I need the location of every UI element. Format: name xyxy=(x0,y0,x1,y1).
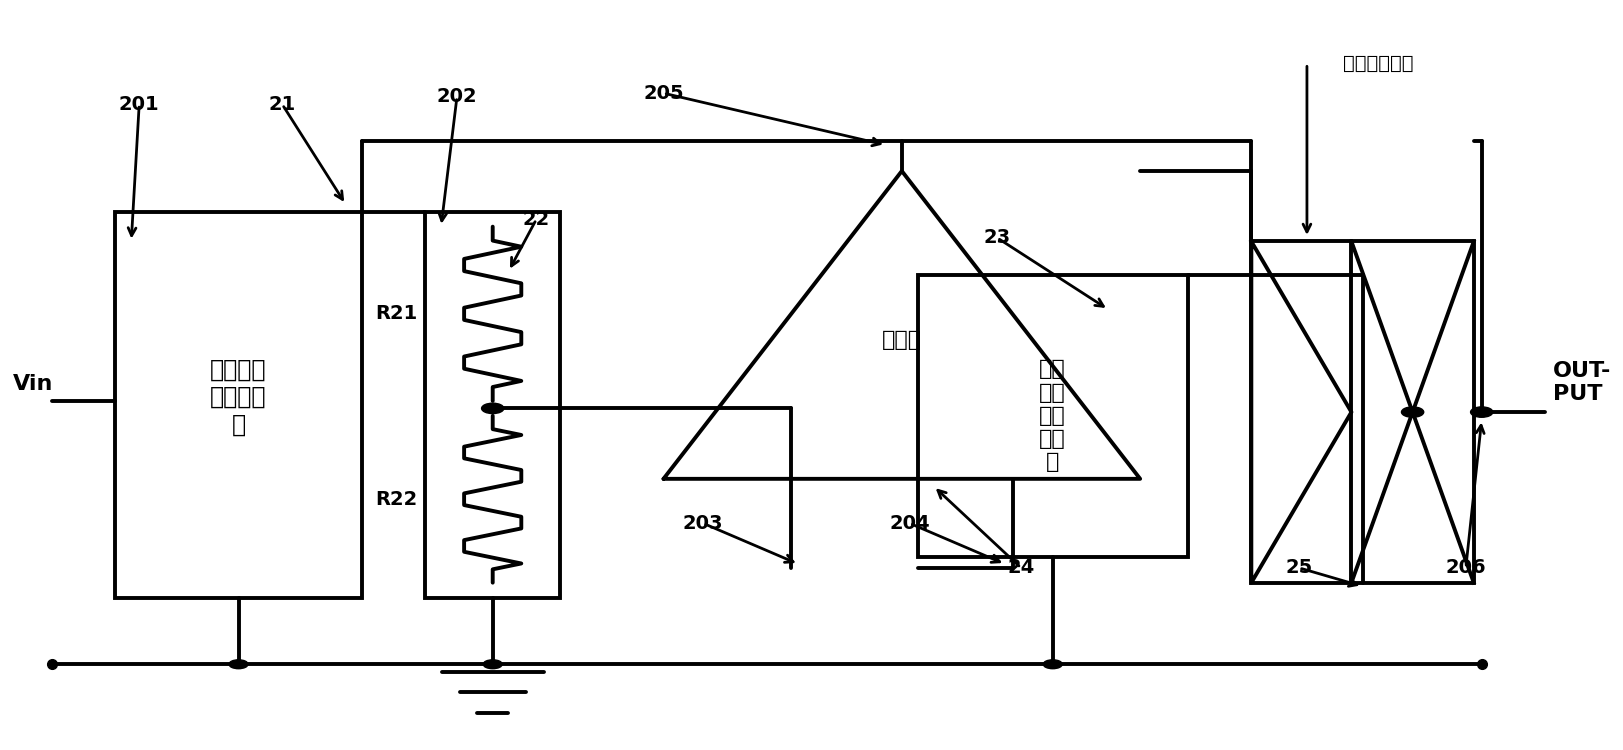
Circle shape xyxy=(482,404,503,413)
Text: 基准电压
输入缓冲
级: 基准电压 输入缓冲 级 xyxy=(209,358,266,437)
Circle shape xyxy=(229,660,248,669)
Text: 22: 22 xyxy=(523,210,550,229)
Text: Vin: Vin xyxy=(13,374,54,394)
Bar xyxy=(425,211,560,598)
Bar xyxy=(1251,242,1472,583)
Circle shape xyxy=(484,660,502,669)
Text: 比较器: 比较器 xyxy=(881,330,922,350)
Text: R22: R22 xyxy=(375,490,417,508)
Text: 负温
度系
数电
压支
路: 负温 度系 数电 压支 路 xyxy=(1039,359,1065,472)
Bar xyxy=(115,211,362,598)
Text: 205: 205 xyxy=(643,84,683,103)
Text: 25: 25 xyxy=(1284,558,1311,578)
Text: 23: 23 xyxy=(984,228,1010,248)
Text: 203: 203 xyxy=(683,514,722,532)
Text: 206: 206 xyxy=(1444,558,1485,578)
Text: 输出整形电路: 输出整形电路 xyxy=(1342,54,1412,73)
Text: 204: 204 xyxy=(889,514,930,532)
Text: 24: 24 xyxy=(1006,558,1034,578)
Bar xyxy=(917,274,1186,556)
Text: 202: 202 xyxy=(437,88,477,106)
Text: 201: 201 xyxy=(118,94,159,114)
Circle shape xyxy=(1401,407,1423,417)
Text: OUT-
PUT: OUT- PUT xyxy=(1552,361,1610,404)
Circle shape xyxy=(1470,407,1492,417)
Text: R21: R21 xyxy=(375,304,417,323)
Circle shape xyxy=(1042,660,1061,669)
Text: 21: 21 xyxy=(268,94,295,114)
